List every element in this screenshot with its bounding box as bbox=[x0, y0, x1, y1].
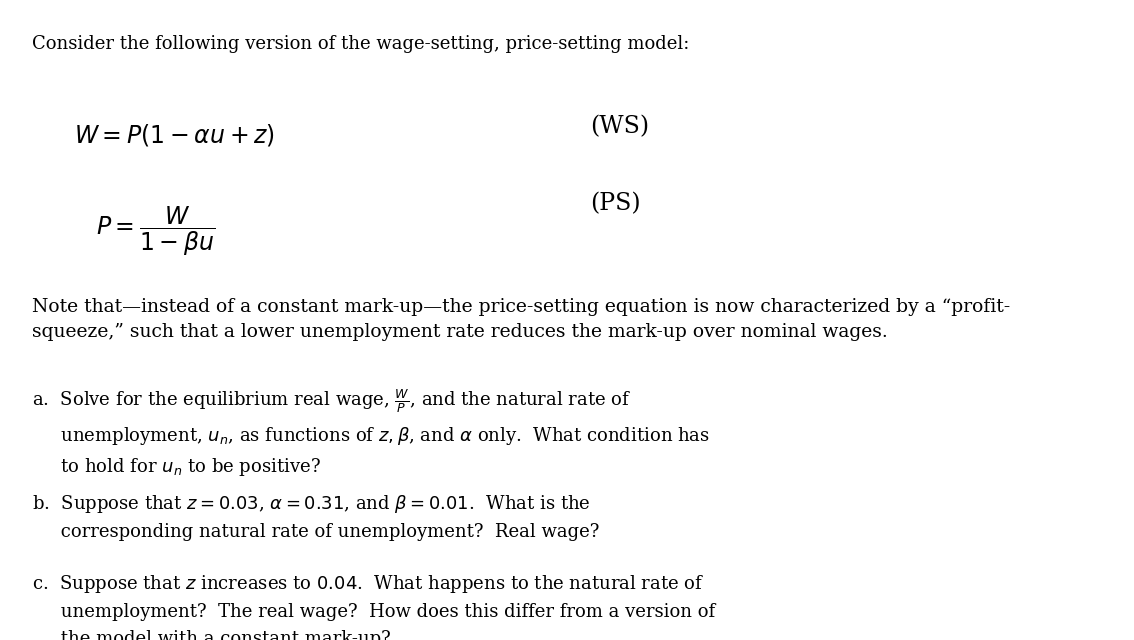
Text: $P = \dfrac{W}{1 - \beta u}$: $P = \dfrac{W}{1 - \beta u}$ bbox=[96, 205, 215, 258]
Text: c.  Suppose that $z$ increases to $0.04$.  What happens to the natural rate of
 : c. Suppose that $z$ increases to $0.04$.… bbox=[32, 573, 714, 640]
Text: b.  Suppose that $z = 0.03$, $\alpha = 0.31$, and $\beta = 0.01$.  What is the
 : b. Suppose that $z = 0.03$, $\alpha = 0.… bbox=[32, 493, 599, 541]
Text: $W = P(1 - \alpha u + z)$: $W = P(1 - \alpha u + z)$ bbox=[74, 122, 274, 148]
Text: a.  Solve for the equilibrium real wage, $\frac{W}{P}$, and the natural rate of
: a. Solve for the equilibrium real wage, … bbox=[32, 387, 710, 478]
Text: Note that—instead of a constant mark-up—the price-setting equation is now charac: Note that—instead of a constant mark-up—… bbox=[32, 298, 1010, 341]
Text: (WS): (WS) bbox=[590, 115, 649, 138]
Text: (PS): (PS) bbox=[590, 192, 641, 215]
Text: Consider the following version of the wage-setting, price-setting model:: Consider the following version of the wa… bbox=[32, 35, 689, 53]
